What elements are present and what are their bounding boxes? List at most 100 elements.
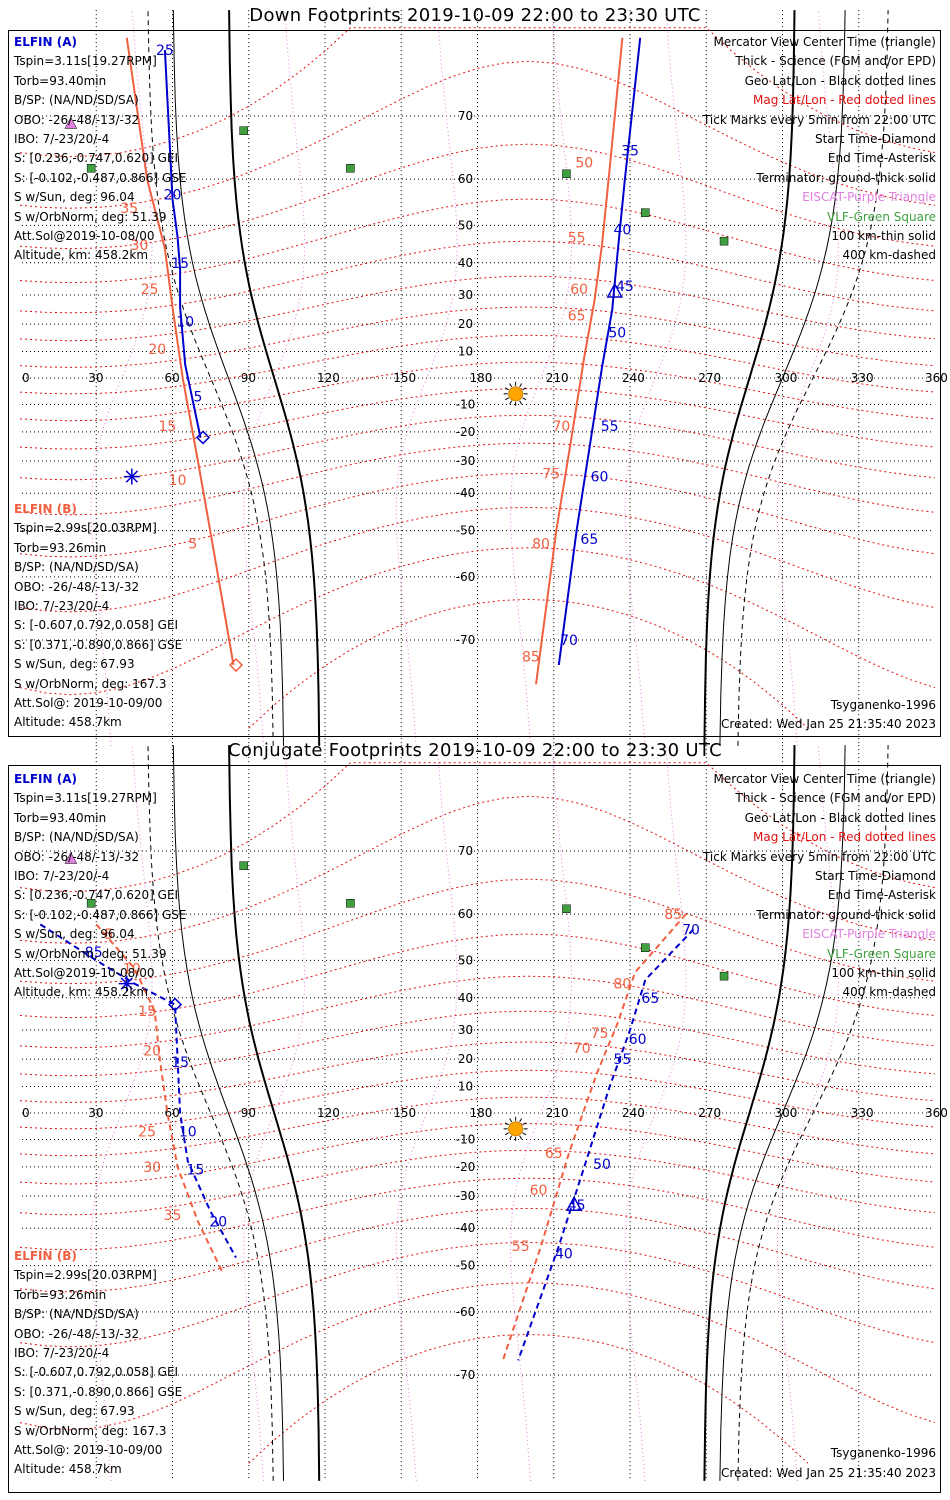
down-sat-b-line: S: [0.371,-0.890,0.866] GSE — [14, 637, 183, 652]
y-tick-label: 10 — [458, 1080, 473, 1094]
conj-sat-b-line: Att.Sol@: 2019-10-09/00 — [14, 1442, 163, 1457]
y-tick-label: -30 — [456, 1189, 476, 1203]
footprint-track — [125, 37, 235, 666]
terminator-ground — [228, 10, 321, 746]
terminator-400km — [737, 10, 889, 746]
vlf-square — [346, 899, 355, 908]
conj-sat-a-line: Tspin=3.11s[19.27RPM] — [14, 791, 157, 806]
terminator-ground — [703, 10, 796, 746]
sun-ray — [519, 1135, 523, 1140]
y-tick-label: -50 — [456, 524, 476, 538]
track-tick-label: 80 — [532, 536, 550, 552]
down-sat-a-name: ELFIN (A) — [14, 35, 77, 49]
conj-sat-a-line: IBO: 7/-23/20/-4 — [14, 868, 110, 883]
down-sat-a-line: S w/OrbNorm, deg: 51.39 — [14, 209, 167, 224]
conjugate-footprints-map: 0 30 60 90 120 150 180 210 240 270 300 330 360 70 60 50… — [19, 745, 948, 1481]
mag-meridian — [90, 745, 153, 1481]
y-tick-label: 30 — [458, 1023, 473, 1037]
track-tick-label: 20 — [148, 342, 166, 358]
down-sat-b-line: B/SP: (NA/ND/SD/SA) — [14, 560, 139, 575]
down-model-label: Tsyganenko-1996 — [830, 698, 936, 712]
mag-meridian — [776, 745, 839, 1481]
end-asterisk — [123, 468, 140, 485]
mag-grid — [19, 27, 936, 729]
down-sat-a-line: Torb=93.40min — [14, 73, 107, 88]
track-tick-label: 5 — [193, 389, 202, 405]
y-tick-label: 40 — [458, 256, 473, 270]
down-sat-b-line: Altitude: 458.7km — [14, 715, 122, 730]
mag-parallel — [19, 1069, 936, 1130]
legend-item: VLF-Green Square — [827, 946, 936, 961]
track-tick-label: 20 — [164, 187, 182, 203]
y-tick-label: 70 — [458, 844, 473, 858]
x-tick-label: 60 — [165, 371, 180, 385]
mag-parallel — [19, 306, 936, 368]
track-tick-label: 85 — [664, 907, 682, 923]
footprint-track — [95, 923, 225, 1275]
sun-ray — [509, 400, 513, 405]
track-tick-label: 25 — [138, 1124, 156, 1140]
y-tick-label: 10 — [458, 345, 473, 359]
mag-parallel — [19, 275, 936, 342]
mag-parallel — [19, 60, 936, 209]
track-tick-label: 10 — [123, 961, 141, 977]
footprint-track — [163, 49, 202, 438]
mag-meridians — [90, 10, 839, 746]
footprint-track — [557, 37, 642, 666]
legend-item: Tick Marks every 5min from 22:00 UTC — [702, 112, 936, 127]
mag-meridian — [509, 745, 573, 1481]
track-tick-label: 60 — [591, 470, 609, 486]
sun-icon — [503, 381, 528, 406]
axis-labels: 0 30 60 90 120 150 180 210 240 270 300 330 360 70 60 50… — [22, 844, 948, 1382]
mag-parallel — [19, 762, 936, 893]
track-tick-label: 50 — [608, 326, 626, 342]
sun-ray — [522, 1132, 527, 1136]
conj-sat-a-line: Altitude, km: 458.2km — [14, 985, 149, 1000]
down-sat-a-line: Altitude, km: 458.2km — [14, 248, 149, 263]
conj-sat-b-line: IBO: 7/-23/20/-4 — [14, 1345, 110, 1360]
legend-item: EISCAT-Purple Triangle — [802, 190, 936, 205]
mag-parallel — [19, 795, 936, 944]
vlf-square — [239, 126, 248, 135]
mag-parallel — [19, 878, 936, 985]
y-tick-label: 50 — [458, 953, 473, 967]
legend-item: 100 km-thin solid — [831, 965, 936, 980]
mag-parallel — [19, 1149, 936, 1216]
y-tick-label: 60 — [458, 172, 473, 186]
vlf-square — [346, 164, 355, 173]
track-tick-label: 55 — [568, 230, 586, 246]
track-tick-label: 10 — [179, 1124, 197, 1140]
terminator-100km — [172, 10, 284, 746]
legend-item: Tick Marks every 5min from 22:00 UTC — [702, 849, 936, 864]
mag-parallel — [19, 1207, 936, 1293]
track-tick-label: 70 — [682, 922, 700, 938]
legend-item: Terminator: ground-thick solid — [756, 907, 936, 922]
conj-sat-a-line: S w/OrbNorm, deg: 51.39 — [14, 946, 167, 961]
center-triangle — [565, 1195, 583, 1211]
track-tick-label: 70 — [560, 633, 578, 649]
track-tick-label: 15 — [171, 1055, 189, 1071]
y-tick-label: -20 — [456, 425, 476, 439]
down-sat-b-line: Tspin=2.99s[20.03RPM] — [14, 521, 157, 536]
terminator-100km — [719, 10, 846, 746]
track-tick-label: 15 — [159, 419, 177, 435]
x-tick-label: 330 — [851, 1106, 874, 1120]
vlf-square — [719, 236, 729, 246]
terminator-100km — [172, 745, 284, 1481]
track-tick-label: 40 — [555, 1247, 573, 1263]
terminator-ground — [228, 745, 321, 1481]
y-tick-label: 70 — [458, 109, 473, 123]
y-tick-label: -30 — [456, 454, 476, 468]
down-sat-b-line: Att.Sol@: 2019-10-09/00 — [14, 695, 163, 710]
track-tick-labels: 25 20 15 10 5 — [156, 43, 202, 405]
x-tick-label: 150 — [393, 371, 416, 385]
y-tick-label: -60 — [456, 570, 476, 584]
conj-sat-a-info: ELFIN (A) Tspin=3.11s[19.27RPM] Torb=93.… — [14, 770, 187, 1003]
track-tick-label: 60 — [530, 1183, 548, 1199]
x-tick-label: 90 — [241, 371, 256, 385]
legend-item: Start Time-Diamond — [814, 868, 936, 883]
mag-meridian — [395, 10, 458, 746]
legend-item: Thick - Science (FGM and/or EPD) — [735, 54, 936, 69]
eiscat-triangle — [64, 851, 78, 864]
footprint-track — [501, 913, 687, 1361]
